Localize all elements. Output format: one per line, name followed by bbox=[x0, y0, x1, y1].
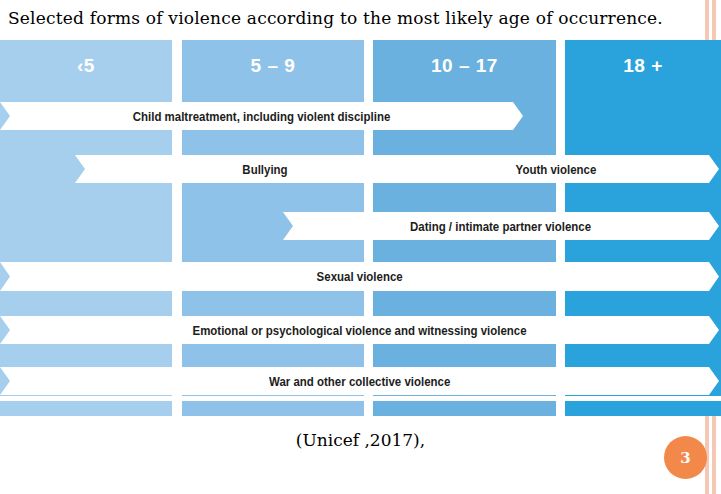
column-bottom-gutter bbox=[0, 396, 721, 401]
age-header-under5: ‹5 bbox=[0, 40, 172, 92]
band-emotional-violence: Emotional or psychological violence and … bbox=[0, 316, 719, 344]
slide-title: Selected forms of violence according to … bbox=[8, 8, 663, 28]
band-label: Bullying bbox=[242, 162, 287, 177]
band-bullying-youth-violence: Bullying Youth violence bbox=[75, 155, 719, 183]
age-header-18plus: 18 + bbox=[565, 40, 721, 92]
band-label: Youth violence bbox=[516, 162, 597, 177]
band-label: Child maltreatment, including violent di… bbox=[133, 109, 391, 124]
age-column-under5 bbox=[0, 40, 172, 416]
page-number-badge: 3 bbox=[664, 436, 707, 479]
band-child-maltreatment: Child maltreatment, including violent di… bbox=[0, 102, 523, 130]
band-label: Emotional or psychological violence and … bbox=[192, 323, 526, 338]
age-header-5-9: 5 – 9 bbox=[182, 40, 364, 92]
age-header-10-17: 10 – 17 bbox=[373, 40, 556, 92]
band-label: War and other collective violence bbox=[269, 374, 450, 389]
age-violence-chart: ‹5 5 – 9 10 – 17 18 + Child maltreatment… bbox=[0, 40, 721, 416]
band-label: Sexual violence bbox=[316, 269, 402, 284]
band-dating-partner-violence: Dating / intimate partner violence bbox=[283, 212, 719, 240]
source-citation: (Unicef ,2017), bbox=[0, 430, 721, 450]
band-label: Dating / intimate partner violence bbox=[410, 219, 591, 234]
band-sexual-violence: Sexual violence bbox=[0, 262, 719, 291]
band-war-collective-violence: War and other collective violence bbox=[0, 367, 719, 395]
